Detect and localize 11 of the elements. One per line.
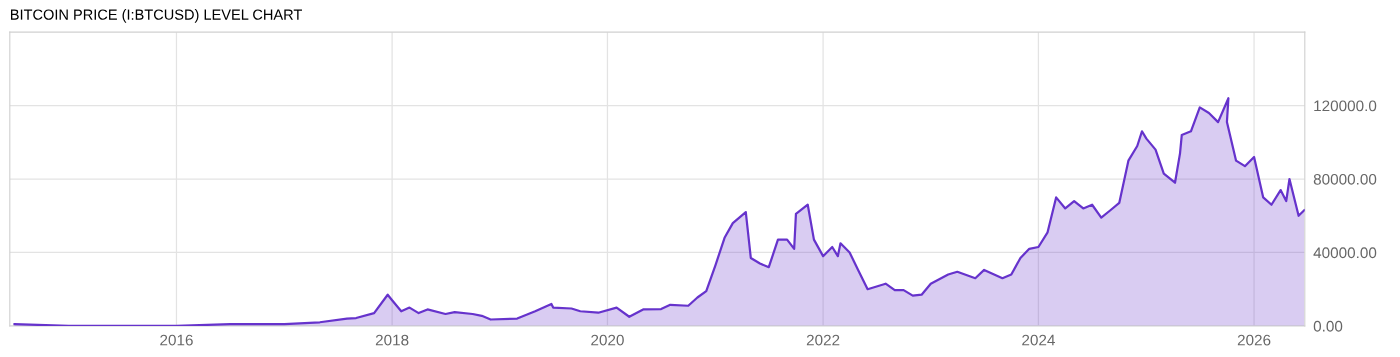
x-tick-label: 2016 bbox=[160, 334, 193, 346]
x-tick-label: 2020 bbox=[591, 334, 624, 346]
y-tick-label: 40000.00 bbox=[1313, 247, 1377, 259]
x-tick-label: 2018 bbox=[375, 334, 409, 346]
y-tick-label: 80000.00 bbox=[1313, 173, 1377, 185]
y-tick-label: 0.00 bbox=[1313, 320, 1343, 332]
x-tick-label: 2026 bbox=[1237, 334, 1271, 346]
chart-title: BITCOIN PRICE (I:BTCUSD) LEVEL CHART bbox=[11, 9, 302, 23]
y-tick-label: 120000.0 bbox=[1314, 100, 1377, 112]
x-tick-label: 2022 bbox=[806, 334, 840, 346]
x-tick-label: 2024 bbox=[1022, 334, 1055, 346]
